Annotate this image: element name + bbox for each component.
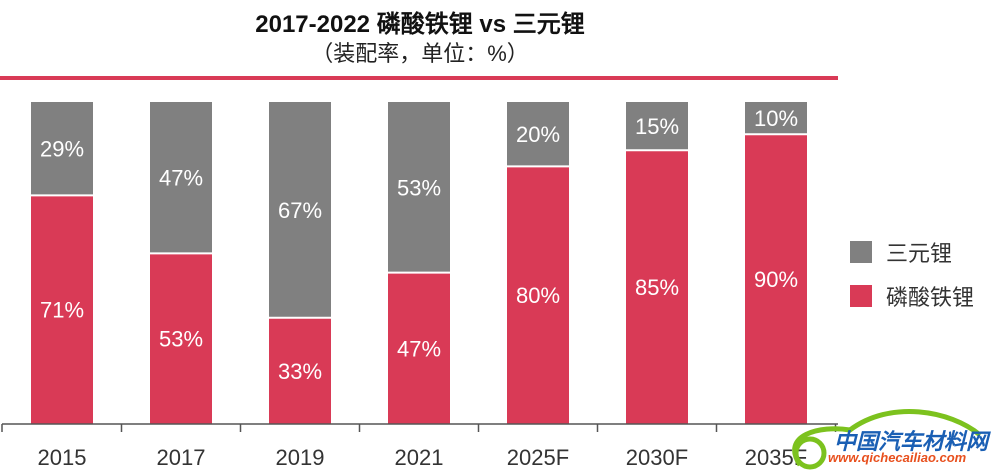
data-label-lfp-2025F: 80% (516, 283, 560, 308)
bar-lfp-2030F (626, 150, 688, 425)
x-tick-label-2021: 2021 (395, 445, 444, 470)
title-divider (0, 76, 838, 80)
watermark-url: www.qichecailiao.com (828, 450, 967, 465)
data-label-ncm-2030F: 15% (635, 114, 679, 139)
data-label-lfp-2015: 71% (40, 298, 84, 323)
data-label-lfp-2035F: 90% (754, 267, 798, 292)
chart-title: 2017-2022 磷酸铁锂 vs 三元锂 (255, 11, 585, 38)
legend-item-ncm: 三元锂 (850, 230, 974, 274)
x-tick-label-2025F: 2025F (507, 445, 569, 470)
data-label-ncm-2017: 47% (159, 166, 203, 191)
bar-ncm-2019 (269, 102, 331, 318)
bar-ncm-2017 (150, 102, 212, 254)
legend-label-lfp: 磷酸铁锂 (886, 285, 975, 310)
data-label-lfp-2019: 33% (278, 359, 322, 384)
watermark-logo-swoosh (792, 409, 982, 470)
legend-swatch-ncm (850, 241, 872, 263)
legend-item-lfp: 磷酸铁锂 (850, 274, 974, 318)
data-label-ncm-2015: 29% (40, 137, 84, 162)
chart-subtitle: （装配率，单位：%） (311, 41, 529, 66)
bar-lfp-2015 (31, 195, 93, 424)
legend-label-ncm: 三元锂 (886, 241, 953, 266)
bar-ncm-2015 (31, 102, 93, 196)
data-label-ncm-2035F: 10% (754, 106, 798, 131)
bar-ncm-2035F (745, 102, 807, 135)
data-label-lfp-2017: 53% (159, 327, 203, 352)
bar-lfp-2019 (269, 317, 331, 424)
bar-lfp-2035F (745, 134, 807, 424)
bar-lfp-2025F (507, 166, 569, 424)
x-tick-label-2030F: 2030F (626, 445, 688, 470)
bar-lfp-2021 (388, 272, 450, 424)
bar-ncm-2030F (626, 102, 688, 151)
x-tick-label-2015: 2015 (38, 445, 87, 470)
data-label-lfp-2030F: 85% (635, 275, 679, 300)
data-label-ncm-2021: 53% (397, 175, 441, 200)
watermark-name: 中国汽车材料网 (834, 429, 989, 454)
x-tick-label-2019: 2019 (276, 445, 325, 470)
legend: 三元锂 磷酸铁锂 (850, 230, 974, 318)
bar-ncm-2021 (388, 102, 450, 273)
bar-lfp-2017 (150, 253, 212, 424)
data-label-ncm-2025F: 20% (516, 122, 560, 147)
data-label-ncm-2019: 67% (278, 198, 322, 223)
data-label-lfp-2021: 47% (397, 336, 441, 361)
x-tick-label-2017: 2017 (157, 445, 206, 470)
bar-ncm-2025F (507, 102, 569, 167)
legend-swatch-lfp (850, 285, 872, 307)
